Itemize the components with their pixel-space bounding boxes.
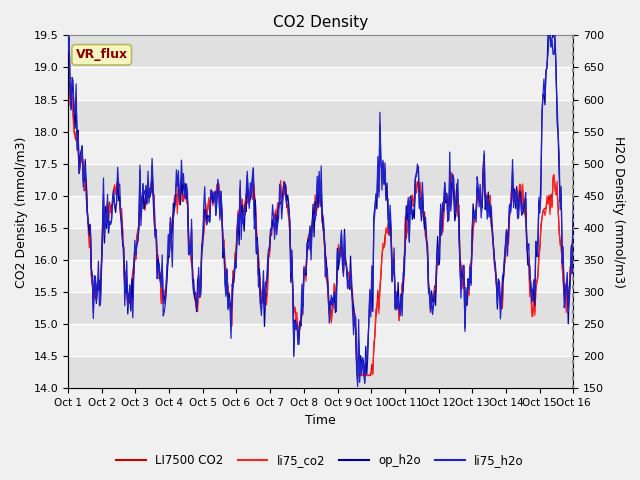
op_h2o bbox=[366, 292, 374, 298]
li75_h2o bbox=[304, 242, 312, 248]
li75_co2 bbox=[337, 253, 345, 259]
X-axis label: Time: Time bbox=[305, 414, 336, 427]
Text: VR_flux: VR_flux bbox=[76, 48, 128, 61]
Bar bbox=[68, 324, 573, 356]
Bar bbox=[68, 196, 573, 228]
li75_h2o bbox=[559, 244, 567, 250]
li75_h2o bbox=[307, 257, 315, 263]
Line: li75_h2o: li75_h2o bbox=[68, 36, 573, 386]
op_h2o bbox=[570, 213, 577, 219]
LI7500 CO2 bbox=[558, 259, 566, 265]
li75_co2 bbox=[307, 232, 315, 238]
Y-axis label: CO2 Density (mmol/m3): CO2 Density (mmol/m3) bbox=[15, 136, 28, 288]
li75_co2 bbox=[570, 227, 577, 233]
Line: LI7500 CO2: LI7500 CO2 bbox=[68, 69, 573, 375]
op_h2o bbox=[559, 259, 567, 264]
op_h2o bbox=[64, 47, 72, 52]
LI7500 CO2 bbox=[570, 234, 577, 240]
Title: CO2 Density: CO2 Density bbox=[273, 15, 368, 30]
li75_co2 bbox=[355, 372, 362, 378]
Y-axis label: H2O Density (mmol/m3): H2O Density (mmol/m3) bbox=[612, 136, 625, 288]
op_h2o bbox=[544, 33, 552, 38]
Bar bbox=[68, 99, 573, 132]
op_h2o bbox=[304, 237, 312, 242]
Bar bbox=[68, 260, 573, 292]
li75_h2o bbox=[64, 49, 72, 55]
op_h2o bbox=[337, 231, 345, 237]
LI7500 CO2 bbox=[64, 66, 72, 72]
li75_h2o bbox=[570, 194, 577, 200]
li75_co2 bbox=[366, 372, 374, 378]
Line: li75_co2: li75_co2 bbox=[68, 73, 573, 375]
li75_h2o bbox=[354, 384, 362, 389]
LI7500 CO2 bbox=[366, 372, 374, 378]
li75_h2o bbox=[479, 171, 487, 177]
Bar bbox=[68, 292, 573, 324]
li75_h2o bbox=[337, 228, 345, 233]
Legend: LI7500 CO2, li75_co2, op_h2o, li75_h2o: LI7500 CO2, li75_co2, op_h2o, li75_h2o bbox=[111, 449, 529, 472]
LI7500 CO2 bbox=[354, 372, 362, 378]
Bar bbox=[68, 164, 573, 196]
li75_h2o bbox=[546, 33, 554, 38]
li75_h2o bbox=[366, 287, 374, 292]
li75_co2 bbox=[479, 159, 487, 165]
li75_co2 bbox=[64, 70, 72, 76]
Bar bbox=[68, 132, 573, 164]
li75_co2 bbox=[304, 236, 312, 242]
Bar bbox=[68, 36, 573, 67]
Bar bbox=[68, 228, 573, 260]
Bar bbox=[68, 356, 573, 388]
Bar bbox=[68, 67, 573, 99]
LI7500 CO2 bbox=[307, 234, 315, 240]
Line: op_h2o: op_h2o bbox=[68, 36, 573, 384]
op_h2o bbox=[479, 169, 487, 175]
LI7500 CO2 bbox=[304, 235, 312, 241]
LI7500 CO2 bbox=[337, 243, 345, 249]
LI7500 CO2 bbox=[479, 168, 487, 173]
op_h2o bbox=[307, 246, 315, 252]
li75_co2 bbox=[558, 265, 566, 271]
op_h2o bbox=[361, 381, 369, 386]
